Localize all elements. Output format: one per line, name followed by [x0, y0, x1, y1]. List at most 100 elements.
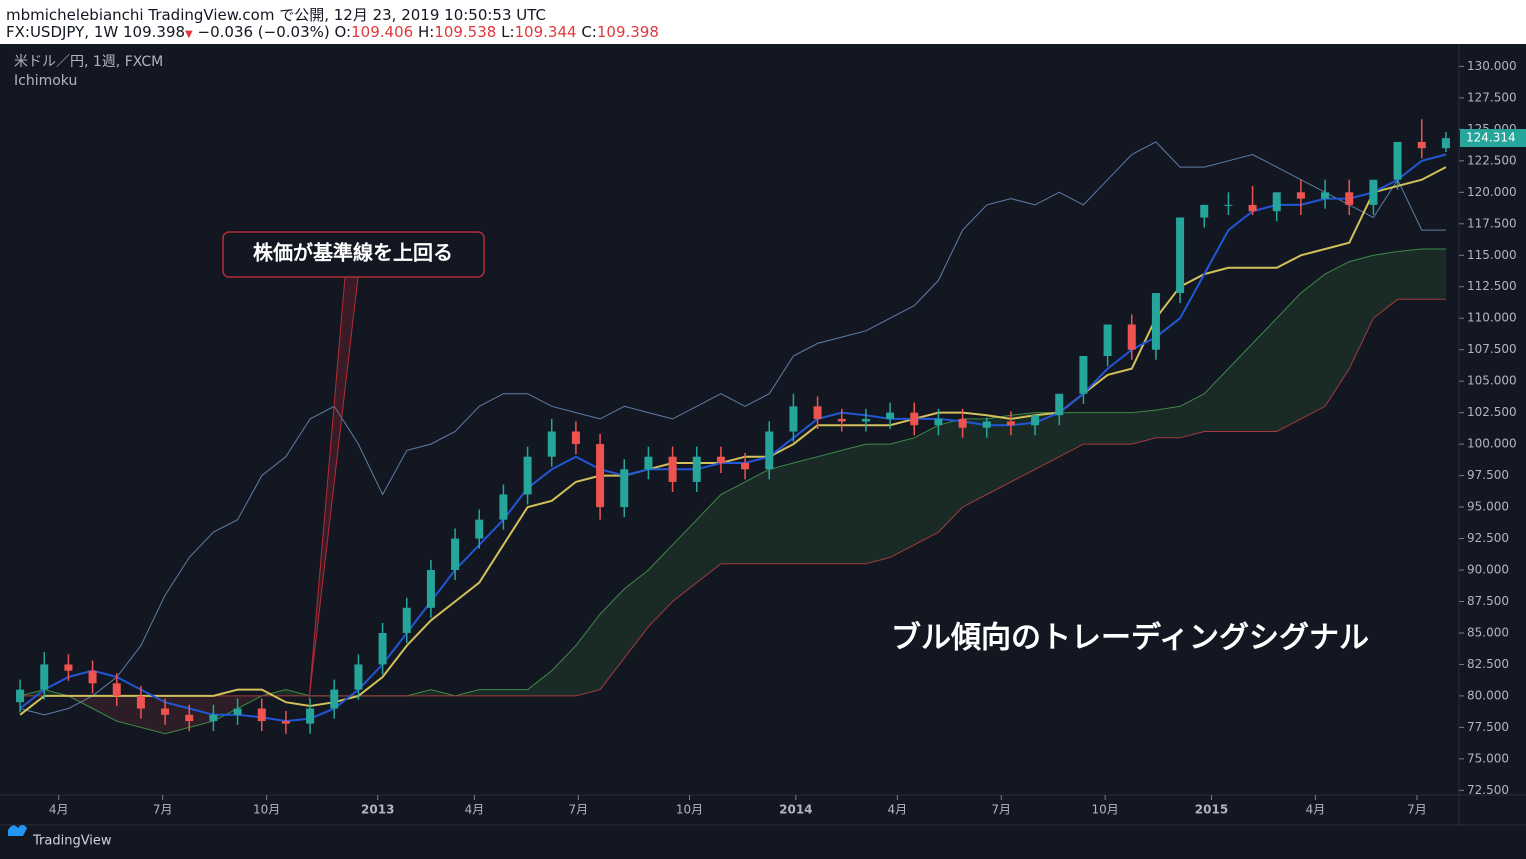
cloud-fill — [986, 415, 1011, 495]
x-tick-label: 7月 — [153, 803, 173, 817]
brand: TradingView — [32, 834, 112, 849]
candle-body — [402, 607, 411, 633]
cloud-fill — [1107, 412, 1132, 445]
candle-body — [547, 431, 556, 457]
ohlc-label: L: — [501, 23, 515, 41]
y-tick-label: 102.500 — [1467, 405, 1517, 419]
y-tick-label: 85.000 — [1467, 625, 1509, 639]
candle-body — [1224, 204, 1233, 206]
cloud-fill — [1010, 412, 1036, 482]
ohlc-label: H: — [417, 23, 435, 41]
cloud-fill — [140, 695, 166, 734]
candle-body — [1296, 192, 1305, 199]
cloud-fill — [769, 462, 794, 564]
y-tick-label: 100.000 — [1467, 437, 1517, 451]
candle-body — [499, 494, 508, 520]
x-tick-label: 2015 — [1195, 803, 1228, 817]
cloud-fill — [1059, 412, 1084, 457]
y-tick-label: 92.500 — [1467, 531, 1509, 545]
down-arrow: ▼ — [185, 29, 193, 40]
ohlc: O:109.406 H:109.538 L:109.344 C:109.398 — [335, 23, 659, 41]
background — [0, 44, 1526, 859]
candle-body — [88, 670, 97, 684]
cloud-fill — [575, 614, 601, 696]
x-tick-label: 7月 — [1407, 803, 1427, 817]
cloud-fill — [92, 695, 117, 722]
cloud-fill — [1155, 406, 1181, 438]
y-tick-label: 127.500 — [1467, 90, 1517, 104]
cloud-fill — [1035, 412, 1060, 470]
y-tick-label: 97.500 — [1467, 468, 1509, 482]
y-tick-label: 90.000 — [1467, 563, 1509, 577]
cloud-fill — [551, 645, 576, 696]
candle-body — [1176, 217, 1185, 294]
candle-body — [40, 664, 49, 690]
cloud-fill — [479, 689, 504, 696]
cloud-fill — [116, 695, 141, 728]
candle-body — [136, 695, 145, 709]
candle-body — [257, 708, 266, 722]
cloud-fill — [1252, 318, 1277, 432]
candle-body — [16, 689, 25, 703]
ohlc-value: 109.344 — [514, 23, 577, 41]
y-tick-label: 115.000 — [1467, 248, 1517, 262]
candle-body — [1127, 324, 1136, 350]
y-tick-label: 95.000 — [1467, 500, 1509, 514]
candle-body — [1031, 415, 1040, 426]
cloud-fill — [914, 425, 939, 545]
y-tick-label: 87.500 — [1467, 594, 1509, 608]
candle-body — [426, 570, 435, 608]
candle-body — [1441, 138, 1450, 149]
ohlc-label: C: — [581, 23, 597, 41]
quote-line: FX:USDJPY, 1W 109.398▼ −0.036 (−0.03%) O… — [6, 23, 659, 41]
cloud-fill — [793, 456, 818, 564]
candle-body — [1151, 293, 1160, 350]
y-tick-label: 117.500 — [1467, 216, 1517, 230]
candle-body — [716, 456, 725, 463]
candle-body — [861, 418, 870, 422]
cloud-fill — [527, 670, 552, 696]
candle-body — [644, 456, 653, 470]
legend-indicator: Ichimoku — [14, 73, 77, 89]
candle-body — [1321, 192, 1330, 199]
x-tick-label: 2014 — [779, 803, 812, 817]
y-tick-label: 105.000 — [1467, 374, 1517, 388]
ohlc-label: O: — [334, 23, 352, 41]
publisher: mbmichelebianchi TradingView.com で公開, 12… — [6, 6, 547, 24]
last-price-box — [1460, 128, 1526, 147]
candle-body — [209, 714, 218, 722]
candle-body — [1103, 324, 1112, 356]
ohlc-value: 109.538 — [434, 23, 497, 41]
cloud-fill — [1325, 261, 1350, 407]
y-tick-label: 77.500 — [1467, 720, 1509, 734]
callout-text: 株価が基準線を上回る — [253, 241, 453, 265]
y-tick-label: 120.000 — [1467, 185, 1517, 199]
span-a-line — [19, 248, 1446, 735]
candle-body — [378, 632, 387, 665]
x-tick-label: 10月 — [1092, 803, 1119, 817]
cloud-fill — [600, 588, 625, 690]
candle-body — [741, 462, 750, 470]
candle-body — [1248, 204, 1257, 212]
x-tick-label: 4月 — [49, 803, 69, 817]
symbol: FX:USDJPY, 1W — [6, 23, 119, 41]
candle-body — [161, 708, 170, 715]
y-tick-label: 80.000 — [1467, 688, 1509, 702]
kijun-line — [19, 166, 1447, 716]
candle-body — [330, 689, 339, 709]
candle-body — [1200, 204, 1209, 218]
candle-body — [1006, 421, 1015, 426]
change: −0.036 (−0.03%) — [197, 23, 330, 41]
candle-body — [64, 664, 73, 671]
y-tick-label: 112.500 — [1467, 279, 1517, 293]
cloud-fill — [1180, 393, 1205, 438]
cloud-fill — [1397, 248, 1422, 300]
y-tick-label: 107.500 — [1467, 342, 1517, 356]
cloud-fill — [817, 450, 842, 564]
x-tick-label: 4月 — [1306, 803, 1326, 817]
candle-body — [934, 418, 943, 426]
candle-body — [1369, 179, 1378, 205]
candle-body — [620, 469, 629, 508]
cloud-fill — [672, 519, 697, 602]
